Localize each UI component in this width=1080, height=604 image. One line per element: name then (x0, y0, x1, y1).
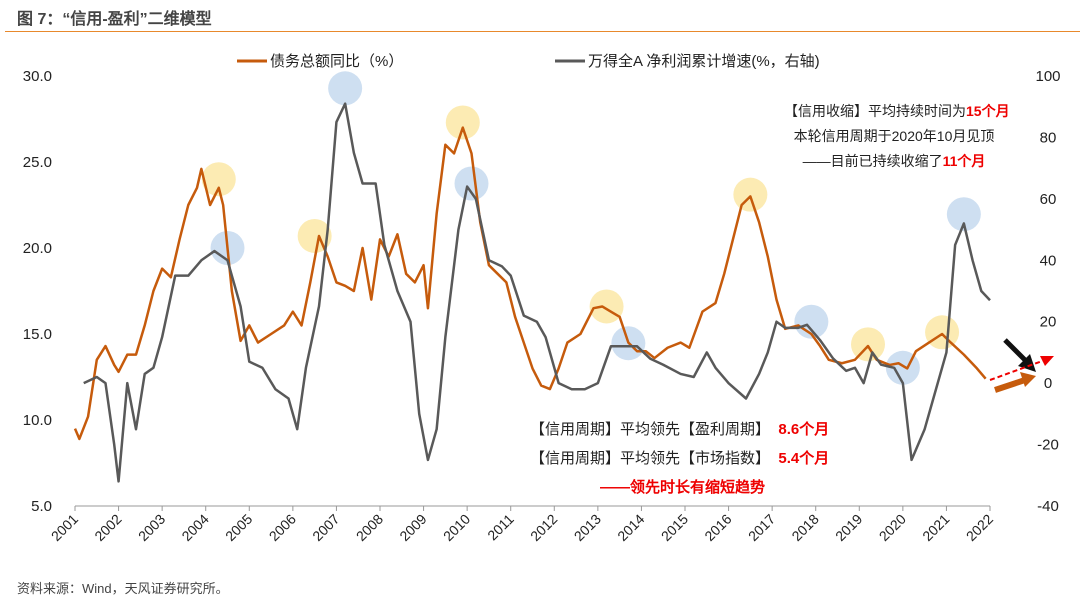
y-left-tick-label: 10.0 (23, 412, 52, 429)
source-note: 资料来源：Wind，天风证券研究所。 (17, 581, 229, 596)
legend-label: 万得全A 净利润累计增速(%，右轴) (588, 52, 820, 70)
ann-top-0: 【信用收缩】平均持续时间为 (784, 103, 966, 119)
figure-title: 图 7：“信用-盈利”二维模型 (17, 11, 212, 28)
x-tick-label: 2021 (919, 511, 952, 544)
x-tick-label: 2004 (178, 511, 211, 544)
dashed-up-arrow-head-icon (1040, 356, 1054, 366)
x-tick-label: 2013 (571, 511, 604, 544)
x-tick-label: 2009 (396, 511, 429, 544)
credit-peak-marker (733, 177, 768, 212)
profit-peak-marker (454, 166, 489, 201)
lead-annotation: 【信用周期】平均领先【盈利周期】 8.6个月 【信用周期】平均领先【市场指数】 … (530, 415, 829, 502)
y-left-tick-label: 20.0 (23, 240, 52, 257)
credit-contraction-annotation: 【信用收缩】平均持续时间为15个月 本轮信用周期于2020年10月见顶 ——目前… (784, 99, 1010, 174)
series-line-debt (73, 126, 987, 441)
x-tick-label: 2007 (309, 511, 342, 544)
credit-peak-marker (201, 162, 236, 197)
profit-peak-marker (328, 71, 363, 106)
x-tick-label: 2006 (266, 511, 299, 544)
x-tick-label: 2017 (745, 511, 778, 544)
y-left-tick-label: 15.0 (23, 326, 52, 343)
y-left-tick-label: 5.0 (31, 498, 52, 515)
y-right-tick-label: -40 (1037, 498, 1059, 515)
title-divider (5, 31, 1080, 32)
y-right-tick-label: 0 (1044, 375, 1052, 392)
legend-label: 债务总额同比（%） (270, 53, 403, 70)
ann-top-0-hl: 15个月 (966, 103, 1010, 119)
ann-bottom-2-hl: ——领先时长有缩短趋势 (600, 479, 766, 496)
x-tick-label: 2019 (832, 511, 865, 544)
y-right-tick-label: 20 (1040, 314, 1057, 331)
profit-peak-marker (794, 304, 829, 339)
credit-peak-marker (445, 105, 480, 140)
x-tick-label: 2012 (527, 511, 560, 544)
x-tick-label: 2008 (353, 511, 386, 544)
x-tick-label: 2015 (658, 511, 691, 544)
ann-bottom-0-hl: 8.6个月 (778, 421, 830, 438)
x-tick-label: 2022 (963, 511, 996, 544)
ann-top-2: ——目前已持续收缩了 (802, 153, 943, 169)
x-tick-label: 2010 (440, 511, 473, 544)
x-tick-label: 2003 (135, 511, 168, 544)
profit-peak-marker (946, 197, 981, 232)
x-tick-label: 2014 (614, 511, 647, 544)
credit-peak-marker (851, 327, 885, 362)
ann-bottom-1: 【信用周期】平均领先【市场指数】 (530, 450, 771, 467)
y-right-tick-label: 60 (1040, 191, 1057, 208)
y-right-tick-label: 40 (1040, 252, 1057, 269)
ann-bottom-0: 【信用周期】平均领先【盈利周期】 (530, 421, 771, 438)
y-right-tick-label: 100 (1035, 68, 1060, 85)
x-tick-label: 2001 (48, 511, 81, 544)
series-line-profit (83, 102, 991, 483)
orange-arrow-icon (994, 377, 1026, 393)
x-tick-label: 2020 (876, 511, 909, 544)
y-left-tick-label: 30.0 (23, 68, 52, 85)
orange-arrow-head-icon (1020, 372, 1036, 387)
x-tick-label: 2005 (222, 511, 255, 544)
y-left-tick-label: 25.0 (23, 154, 52, 171)
x-tick-label: 2002 (91, 511, 124, 544)
y-right-tick-label: 80 (1040, 129, 1057, 146)
y-right-tick-label: -20 (1037, 437, 1059, 454)
credit-peak-marker (589, 289, 624, 324)
dashed-up-arrow-icon (989, 359, 1046, 381)
x-tick-label: 2011 (484, 511, 517, 544)
ann-bottom-1-hl: 5.4个月 (778, 450, 830, 467)
ann-top-1: 本轮信用周期于2020年10月见顶 (793, 128, 995, 144)
x-tick-label: 2016 (701, 511, 734, 544)
ann-top-2-hl: 11个月 (942, 153, 986, 169)
x-tick-label: 2018 (788, 511, 821, 544)
